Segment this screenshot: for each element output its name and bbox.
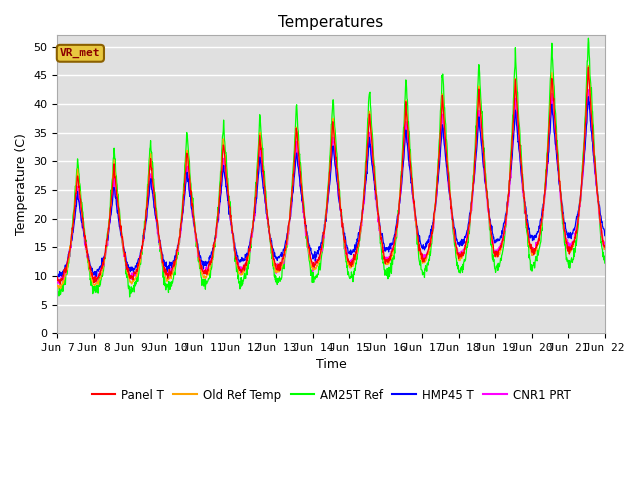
Legend: Panel T, Old Ref Temp, AM25T Ref, HMP45 T, CNR1 PRT: Panel T, Old Ref Temp, AM25T Ref, HMP45 … [87, 384, 575, 406]
Title: Temperatures: Temperatures [278, 15, 384, 30]
X-axis label: Time: Time [316, 359, 346, 372]
Text: VR_met: VR_met [60, 48, 100, 59]
Y-axis label: Temperature (C): Temperature (C) [15, 133, 28, 235]
